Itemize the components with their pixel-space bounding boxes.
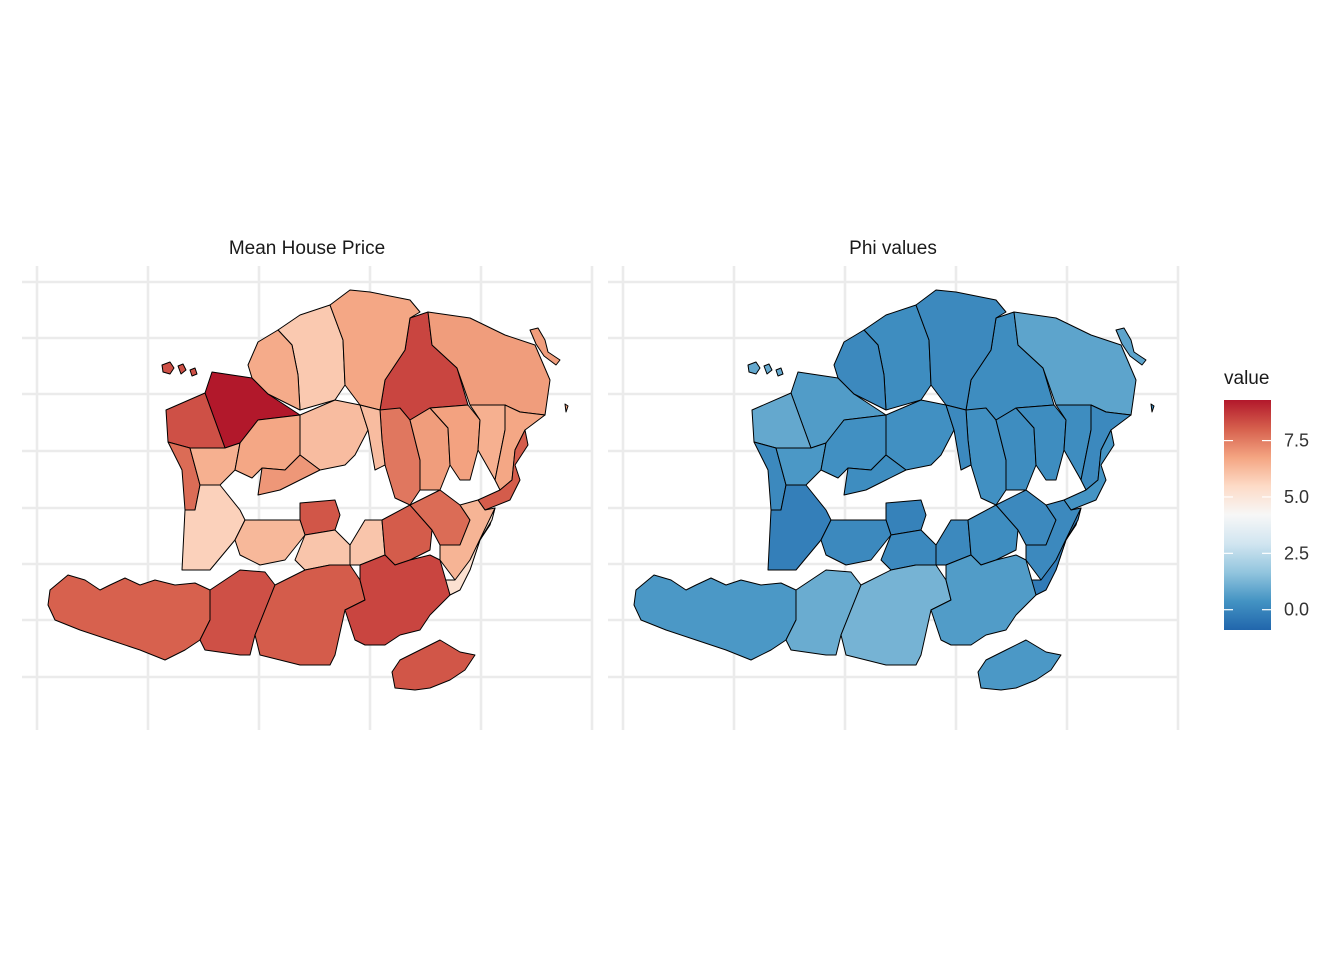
map-region: [767, 484, 832, 571]
map-region: [785, 569, 862, 656]
map-region: [429, 404, 481, 481]
map-region: [1063, 429, 1115, 511]
map-region: [359, 404, 386, 471]
map-region: [181, 484, 246, 571]
map-region: [257, 454, 321, 496]
map-region: [391, 639, 476, 691]
legend-ticks: 0.0 2.5 5.0 7.5: [1224, 431, 1309, 620]
map-region: [833, 329, 887, 411]
map-region: [843, 454, 907, 496]
map-regions-phi-values: [633, 289, 1155, 691]
map-region: [254, 564, 366, 666]
map-region: [1030, 507, 1082, 596]
legend-colorbar: [1224, 400, 1271, 630]
map-region: [329, 289, 421, 411]
legend-tick-label: 5.0: [1284, 487, 1309, 507]
map-regions-mean-house-price: [47, 289, 569, 691]
map-region: [234, 519, 306, 566]
legend-tick-label: 7.5: [1284, 431, 1309, 451]
legend-title: value: [1224, 368, 1269, 389]
map-region: [820, 519, 892, 566]
map-region: [444, 507, 496, 596]
map-region: [344, 554, 451, 646]
map-panel-phi-values: Phi values: [608, 238, 1180, 730]
map-region: [247, 329, 301, 411]
map-island: [1150, 403, 1155, 413]
color-legend: value 0.0 2.5 5.0 7.5: [1224, 368, 1309, 630]
map-region: [199, 569, 276, 656]
legend-tick-label: 2.5: [1284, 543, 1309, 563]
map-region: [977, 639, 1062, 691]
legend-tick-label: 0.0: [1284, 600, 1309, 620]
map-island: [747, 361, 761, 375]
map-region: [1015, 404, 1067, 481]
map-island: [564, 403, 569, 413]
map-region: [945, 404, 972, 471]
map-island: [775, 367, 784, 377]
map-region: [840, 564, 952, 666]
map-island: [189, 367, 198, 377]
map-region: [930, 554, 1037, 646]
map-island: [177, 363, 187, 375]
map-panel-mean-house-price: Mean House Price: [22, 238, 594, 730]
map-island: [1115, 327, 1147, 366]
panel-title-phi-values: Phi values: [849, 238, 937, 259]
panel-title-mean-house-price: Mean House Price: [229, 238, 385, 259]
map-island: [763, 363, 773, 375]
map-island: [529, 327, 561, 366]
map-region: [477, 429, 529, 511]
map-island: [161, 361, 175, 375]
map-region: [915, 289, 1007, 411]
